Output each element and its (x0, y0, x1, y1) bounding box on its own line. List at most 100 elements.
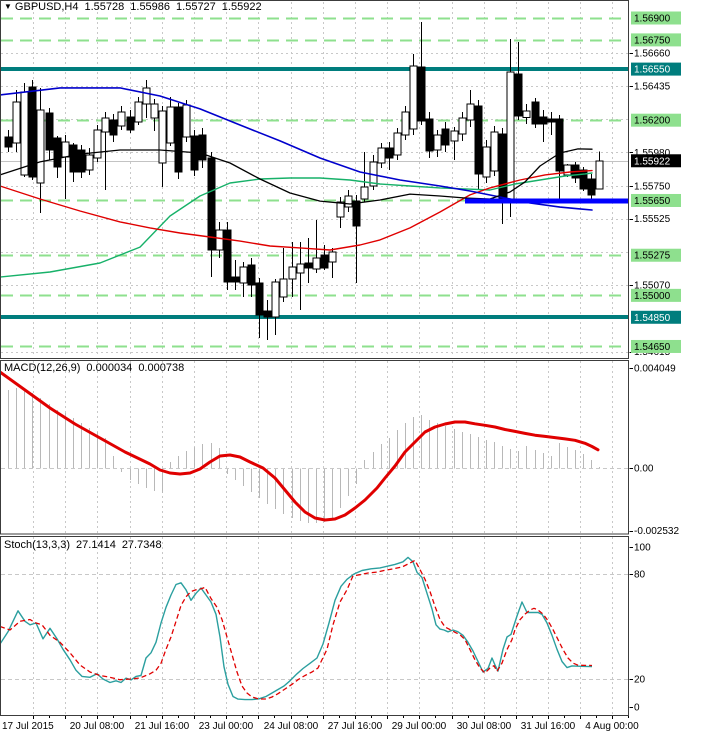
axis-label-bg (631, 154, 681, 168)
candle (174, 102, 183, 180)
stoch-d-line (1, 559, 593, 700)
axis-label-bg (631, 193, 681, 207)
candle-body (142, 87, 151, 105)
candle-body (117, 111, 126, 127)
candle (312, 220, 321, 274)
macd-signal-line (1, 370, 600, 522)
candle (385, 141, 394, 170)
candle-body (312, 257, 321, 270)
candle-body (320, 254, 329, 269)
axis-label-bg (631, 339, 681, 353)
candle (555, 114, 564, 204)
candle (12, 89, 21, 153)
candle (547, 112, 556, 135)
candle-body (255, 282, 264, 316)
ohlc-high: 1.55986 (130, 1, 171, 13)
macd-label: MACD(12,26,9) (4, 362, 81, 374)
axis-label: 0 (634, 703, 640, 714)
candle (263, 300, 272, 341)
panel-border (0, 536, 629, 716)
axis-label: 0.004049 (634, 364, 676, 375)
axis-label: 1.55000 (634, 291, 671, 302)
axis-label: -0.002532 (634, 526, 679, 537)
panel-border (0, 0, 629, 359)
candle-body (279, 278, 288, 298)
candle (223, 221, 232, 290)
time-label: 29 Jul 00:00 (392, 721, 447, 732)
macd-value-signal: 0.000738 (138, 362, 185, 374)
candle-body (182, 104, 191, 138)
candle-body (547, 118, 556, 123)
candle (344, 189, 353, 213)
axis-label: 20 (634, 675, 646, 686)
candle (466, 89, 475, 128)
candle-body (425, 118, 434, 152)
axis-label-bg (631, 248, 681, 262)
axis-label-bg (631, 62, 681, 76)
axis-label-bg (631, 113, 681, 127)
candle-body (101, 117, 110, 133)
candle (433, 129, 442, 157)
candle-body (563, 164, 572, 176)
candle (142, 80, 151, 118)
ma-black (1, 148, 593, 205)
candle (401, 106, 410, 141)
candle-body (93, 129, 102, 159)
stoch-k-line (1, 556, 593, 701)
time-label: 27 Jul 16:00 (328, 721, 383, 732)
macd-histogram (8, 388, 600, 524)
ma-blue (1, 87, 593, 211)
macd-panel[interactable] (0, 361, 628, 533)
macd-value-main: 0.000034 (86, 362, 133, 374)
candle-body (85, 154, 94, 171)
time-label: 24 Jul 08:00 (264, 721, 319, 732)
candle-body (263, 310, 272, 318)
candle-body (474, 105, 483, 175)
time-label: 4 Aug 00:00 (585, 721, 639, 732)
candle-body (126, 116, 135, 131)
candle (450, 127, 459, 161)
time-label: 20 Jul 08:00 (70, 721, 125, 732)
ma-green (1, 172, 593, 278)
ohlc-close: 1.55922 (221, 1, 262, 13)
candle (304, 238, 313, 283)
candle (563, 163, 572, 177)
candle-body (36, 109, 45, 184)
time-label: 17 Jul 2015 (2, 721, 54, 732)
candle (271, 279, 280, 335)
axis-label-bg (631, 11, 681, 25)
candle-body (69, 144, 78, 173)
candle (198, 127, 207, 168)
axis-label-bg (631, 33, 681, 47)
axis-label: 100 (634, 543, 651, 554)
candle (490, 126, 499, 176)
price-panel[interactable] (0, 2, 628, 357)
ma-red (1, 169, 593, 251)
axis-label: 1.56900 (634, 14, 671, 25)
candle-body (4, 136, 13, 148)
stoch-header: Stoch(13,3,3) 27.1414 27.7348 (4, 539, 168, 551)
candle (352, 194, 361, 283)
candle-body (506, 71, 515, 201)
axis-label: 1.55922 (634, 156, 671, 167)
stoch-panel[interactable] (0, 537, 628, 714)
candle (377, 142, 386, 168)
candle-body (595, 160, 604, 190)
candle-body (198, 134, 207, 161)
candle-body (336, 201, 345, 218)
macd-header: MACD(12,26,9) 0.000034 0.000738 (4, 362, 190, 374)
time-label: 31 Jul 16:00 (521, 721, 576, 732)
candle-body (288, 266, 297, 280)
candle (595, 151, 604, 190)
candle-body (247, 264, 256, 286)
symbol-dropdown-icon[interactable]: ▼ (4, 2, 12, 11)
candle-body (207, 157, 216, 251)
candle-body (450, 130, 459, 142)
axis-label: 1.55650 (634, 196, 671, 207)
time-label: 23 Jul 00:00 (199, 721, 254, 732)
candle (53, 135, 62, 178)
candle-body (433, 134, 442, 151)
candle (474, 100, 483, 190)
candle (296, 241, 305, 310)
